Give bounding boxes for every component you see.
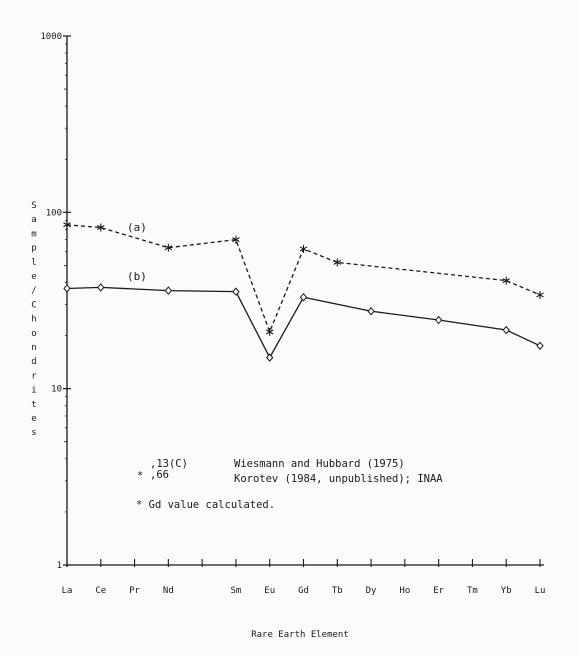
data-point-diamond <box>266 353 274 362</box>
data-point-diamond <box>536 341 544 351</box>
series-layer <box>66 224 541 359</box>
data-point-asterisk <box>265 327 274 336</box>
data-point-diamond <box>434 315 443 325</box>
x-tick-label: Eu <box>264 586 275 596</box>
series-line-1 <box>66 286 541 359</box>
x-axis-title: Rare Earth Element <box>251 630 349 640</box>
x-tick-label: Dy <box>366 586 377 596</box>
y-axis-title-letter: C <box>31 300 36 310</box>
legend-sample-1: ,13(C) <box>150 458 188 470</box>
y-axis-title-letter: l <box>31 258 36 268</box>
legend-source-1: Wiesmann and Hubbard (1975) <box>234 458 405 470</box>
data-point-diamond <box>63 284 71 293</box>
y-axis-title-letter: a <box>31 215 36 225</box>
data-point-asterisk <box>536 290 544 299</box>
x-tick-label: Pr <box>129 586 140 596</box>
data-point-asterisk <box>232 235 240 244</box>
x-tick-label: Tm <box>467 586 478 596</box>
data-point-asterisk <box>333 258 342 267</box>
y-axis-title-letter: m <box>31 229 36 239</box>
data-point-asterisk <box>299 244 308 253</box>
y-axis-title-letter: S <box>31 201 36 211</box>
y-tick-label: 100 <box>46 208 62 218</box>
y-axis-title-letter: i <box>31 386 36 396</box>
series-line-0 <box>66 224 541 334</box>
y-axis-title-letter: t <box>31 400 36 410</box>
data-point-asterisk <box>164 243 173 252</box>
data-point-asterisk <box>502 276 510 285</box>
data-point-diamond <box>502 325 510 335</box>
marker-layer <box>63 220 544 362</box>
y-axis-title-letter: d <box>31 357 36 367</box>
y-axis-title-letter: / <box>31 286 36 296</box>
axes <box>66 36 544 567</box>
data-point-asterisk <box>97 223 105 232</box>
y-tick-label: 1000 <box>40 32 62 42</box>
data-point-diamond <box>299 292 308 302</box>
data-point-diamond <box>232 287 240 296</box>
data-point-diamond <box>164 286 173 295</box>
x-tick-label: La <box>62 586 73 596</box>
x-tick-label: Ce <box>95 586 106 596</box>
x-tick-label: Nd <box>163 586 174 596</box>
series-tag-1: (b) <box>127 270 147 283</box>
y-axis-title-letter: p <box>31 244 36 254</box>
x-tick-label: Tb <box>332 586 343 596</box>
series-tag-0: (a) <box>127 221 147 234</box>
x-tick-label: Lu <box>535 586 546 596</box>
data-point-diamond <box>97 283 105 292</box>
series-tags: (a) (b) <box>127 221 147 283</box>
legend-sample-2: ,66 <box>150 469 169 481</box>
x-tick-label: Ho <box>399 586 410 596</box>
x-axis-ticks: La Ce Pr Nd Sm Eu Gd Tb Dy Ho Er Tm Yb Lu <box>62 559 546 596</box>
y-axis-title-letter: e <box>31 414 36 424</box>
legend-source-2: Korotev (1984, unpublished); INAA <box>234 473 443 485</box>
y-axis-title-letter: n <box>31 343 36 353</box>
y-axis-title-letter: s <box>31 428 36 438</box>
legend-note: * Gd value calculated. <box>136 499 275 511</box>
y-axis-title-letter: o <box>31 329 36 339</box>
legend-marker-2: * <box>137 470 143 482</box>
y-axis-title-letter: h <box>31 315 36 325</box>
data-point-diamond <box>367 306 375 316</box>
data-point-asterisk <box>63 220 71 229</box>
y-axis-title-letter: r <box>31 371 37 381</box>
legend: ,13(C) Wiesmann and Hubbard (1975) * ,66… <box>136 458 443 511</box>
x-tick-label: Yb <box>501 586 512 596</box>
x-tick-label: Gd <box>298 586 309 596</box>
y-axis-title-letter: e <box>31 272 36 282</box>
x-tick-label: Er <box>433 586 444 596</box>
x-tick-label: Sm <box>231 586 242 596</box>
y-tick-label: 10 <box>51 385 62 395</box>
y-tick-label: 1 <box>57 561 62 571</box>
y-axis-ticks: 1 10 100 1000 <box>40 32 71 571</box>
